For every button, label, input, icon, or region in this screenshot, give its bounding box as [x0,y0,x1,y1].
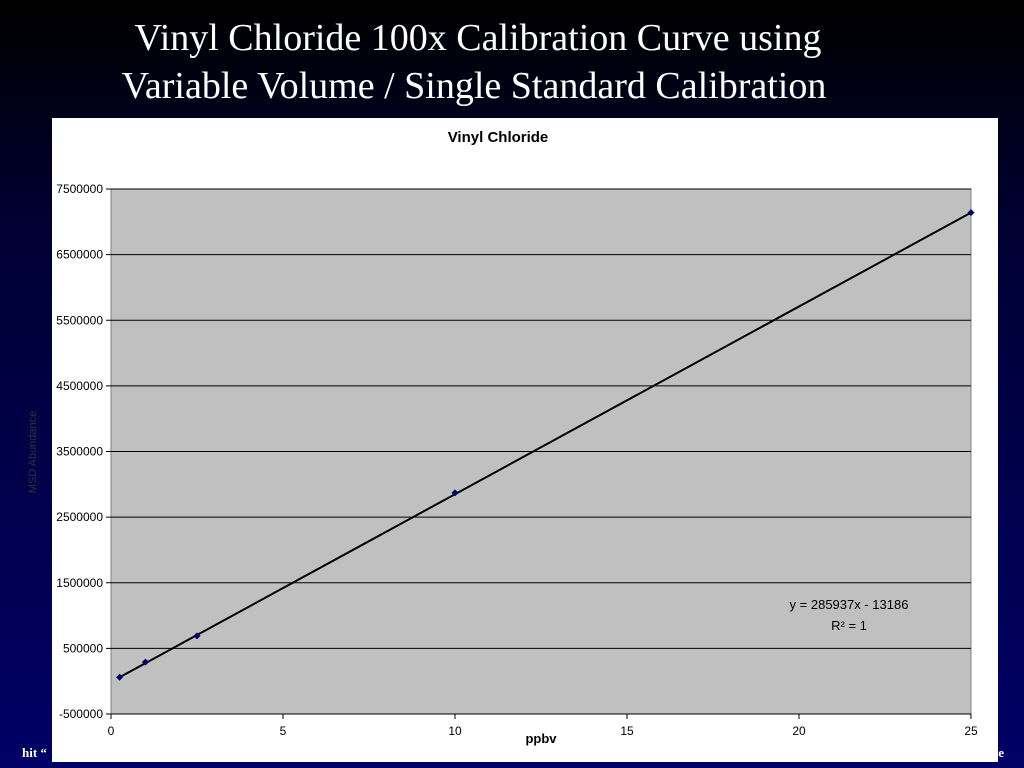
data-point [193,632,201,640]
x-tick-label: 25 [964,724,978,738]
y-tick-label: 1500000 [56,576,103,590]
y-tick-label: -500000 [59,707,103,721]
x-tick-label: 0 [108,724,115,738]
x-tick-label: 10 [448,724,462,738]
x-tick-label: 20 [792,724,806,738]
data-point [141,658,149,666]
slide-title: Variable Volume / Single Standard Calibr… [122,65,827,107]
chart-title: Vinyl Chloride [448,129,549,146]
y-tick-label: 6500000 [56,248,103,262]
y-tick-label: 3500000 [56,445,103,459]
data-point [116,673,124,681]
y-tick-label: 2500000 [56,510,103,524]
slide-title: Vinyl Chloride 100x Calibration Curve us… [135,17,822,59]
annotation: R² = 1 [831,618,867,633]
footer-text: e [998,745,1004,760]
annotation: y = 285937x - 13186 [790,597,909,612]
y-tick-label: 5500000 [56,313,103,327]
trendline [119,211,972,679]
y-axis-label: MSD Abundance [27,411,39,494]
x-tick-label: 15 [620,724,634,738]
x-axis-label: ppbv [525,731,557,746]
x-tick-label: 5 [280,724,287,738]
y-tick-label: 7500000 [56,182,103,196]
footer-text: hit “ [22,745,47,760]
data-point [967,209,975,217]
y-tick-label: 500000 [63,641,103,655]
data-point [451,489,459,497]
y-tick-label: 4500000 [56,379,103,393]
